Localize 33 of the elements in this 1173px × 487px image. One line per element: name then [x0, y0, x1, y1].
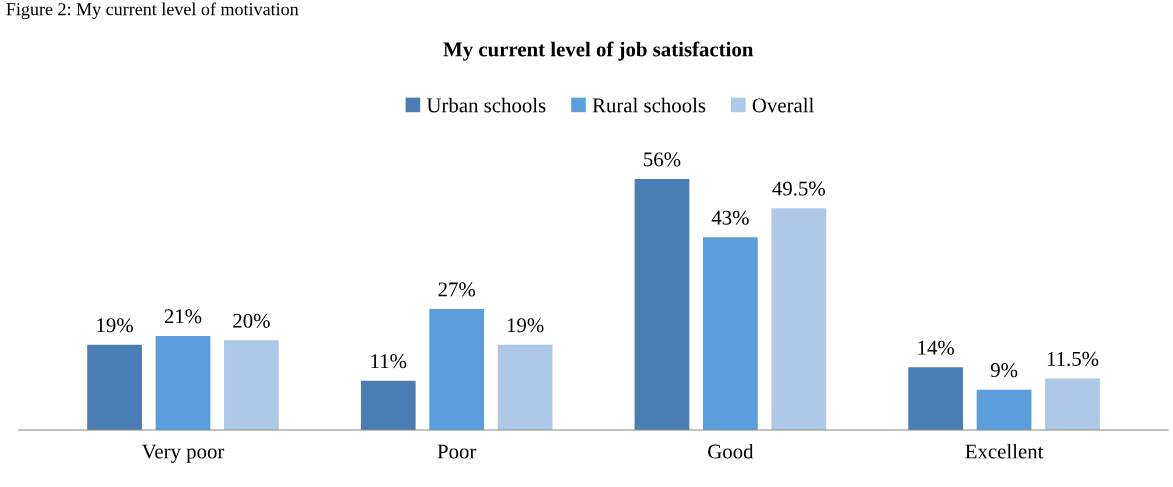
caption: Figure 2: My current level of motivation — [6, 2, 299, 20]
bar — [155, 335, 211, 431]
data-label: 14% — [918, 340, 955, 355]
data-label: 9% — [990, 363, 1018, 378]
data-label: 20% — [233, 313, 270, 328]
data-label: 19% — [97, 318, 133, 333]
bar — [703, 237, 758, 431]
bar — [908, 367, 964, 431]
bar — [976, 389, 1032, 431]
x-tick-label: Poor — [437, 444, 477, 459]
bar — [429, 308, 485, 431]
bar — [1045, 378, 1100, 431]
data-label: 11.5% — [1047, 351, 1099, 366]
bar — [224, 340, 279, 431]
x-tick-label: Good — [708, 443, 754, 459]
bar — [360, 380, 416, 431]
data-label: 11% — [371, 354, 407, 369]
x-tick-label: Excellent — [965, 443, 1044, 459]
legend-label: Urban schools — [426, 97, 546, 113]
bar — [771, 208, 827, 431]
chart-title: My current level of job satisfaction — [443, 41, 754, 61]
bar — [87, 344, 142, 431]
data-label: 27% — [438, 282, 476, 297]
legend-label: Overall — [752, 97, 814, 113]
x-tick-label: Very poor — [141, 444, 225, 463]
data-label: 21% — [164, 309, 202, 324]
bar — [634, 178, 690, 431]
data-label: 19% — [507, 318, 544, 333]
data-label: 56% — [644, 152, 681, 167]
data-label: 43% — [711, 210, 749, 225]
legend-label: Rural schools — [592, 97, 706, 113]
bar — [497, 344, 553, 431]
data-label: 49.5% — [772, 181, 826, 196]
